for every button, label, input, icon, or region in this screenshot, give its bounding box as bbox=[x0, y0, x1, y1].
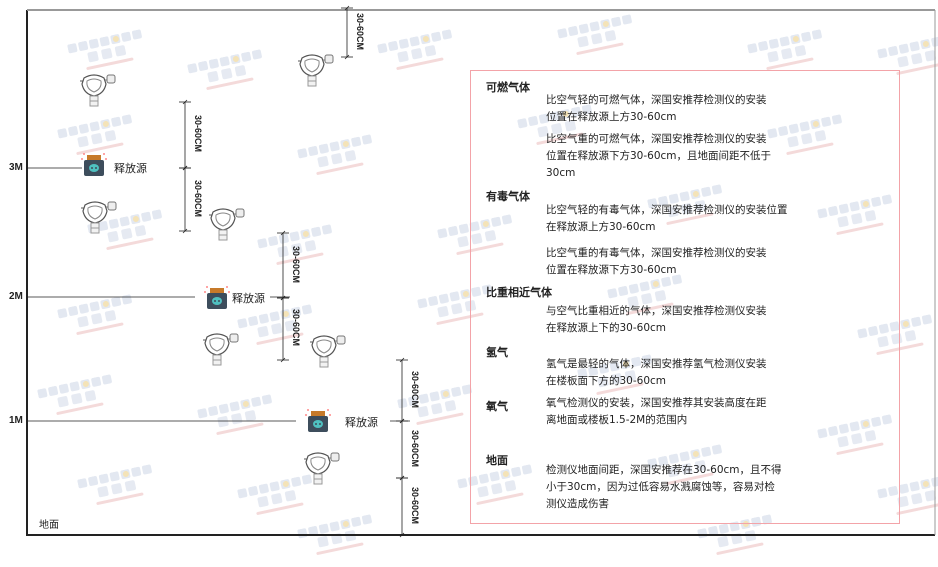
heading-ground: 地面 bbox=[486, 454, 508, 467]
text-ground: 检测仪地面间距，深国安推荐在30-60cm，且不得 小于30cm，因为过低容易水… bbox=[546, 464, 782, 510]
gas-detector-icon bbox=[308, 333, 348, 373]
gas-detector-icon bbox=[201, 331, 241, 371]
level-2m-label: 2M bbox=[9, 291, 23, 302]
text-similar: 与空气比重相近的气体，深国安推荐检测仪安装 在释放源上下的30-60cm bbox=[546, 305, 767, 334]
release-source-icon bbox=[203, 285, 231, 315]
source-label-2m: 释放源 bbox=[232, 292, 265, 305]
text-oxygen: 氧气检测仪的安装，深国安推荐其安装高度在距 离地面或楼板1.5-2M的范围内 bbox=[546, 397, 767, 426]
gas-detector-icon bbox=[78, 72, 118, 112]
heading-similar: 比重相近气体 bbox=[486, 286, 552, 299]
gas-detector-icon bbox=[79, 199, 119, 239]
heading-combustible: 可燃气体 bbox=[486, 81, 530, 94]
gas-detector-icon bbox=[296, 52, 336, 92]
level-1m-label: 1M bbox=[9, 415, 23, 426]
dimension-label: 30-60CM bbox=[291, 309, 301, 347]
text-toxic-light: 比空气轻的有毒气体，深国安推荐检测仪的安装位置 在释放源上方30-60cm bbox=[546, 204, 788, 233]
level-3m-label: 3M bbox=[9, 162, 23, 173]
gas-detector-icon bbox=[302, 450, 342, 490]
dimension-label: 30-60CM bbox=[291, 245, 301, 283]
dimension-label: 30-60CM bbox=[193, 115, 203, 153]
text-toxic-heavy: 比空气重的有毒气体，深国安推荐检测仪的安装 位置在释放源下方30-60cm bbox=[546, 247, 767, 276]
heading-hydrogen: 氢气 bbox=[486, 346, 508, 359]
info-panel: 可燃气体 比空气轻的可燃气体，深国安推荐检测仪的安装 位置在释放源上方30-60… bbox=[470, 70, 900, 524]
source-label-1m: 释放源 bbox=[345, 416, 378, 429]
heading-oxygen: 氧气 bbox=[486, 400, 508, 413]
diagram-lines bbox=[26, 5, 936, 538]
release-source-icon bbox=[304, 408, 332, 438]
dimension-label: 30-60CM bbox=[193, 179, 203, 217]
gas-detector-icon bbox=[207, 206, 247, 246]
dimension-label: 30-60CM bbox=[410, 429, 420, 467]
text-combustible-light: 比空气轻的可燃气体，深国安推荐检测仪的安装 位置在释放源上方30-60cm bbox=[546, 94, 767, 123]
dimension-label: 30-60CM bbox=[410, 486, 420, 524]
ground-label: 地面 bbox=[39, 520, 59, 531]
dimension-label: 30-60CM bbox=[355, 12, 365, 50]
text-combustible-heavy: 比空气重的可燃气体，深国安推荐检测仪的安装 位置在释放源下方30-60cm，且地… bbox=[546, 133, 772, 179]
heading-toxic: 有毒气体 bbox=[486, 190, 530, 203]
release-source-icon bbox=[80, 152, 108, 182]
source-label-3m: 释放源 bbox=[114, 162, 147, 175]
text-hydrogen: 氢气是最轻的气体，深国安推荐氢气检测仪安装 在楼板面下方的30-60cm bbox=[546, 358, 767, 387]
dimension-label: 30-60CM bbox=[410, 370, 420, 408]
